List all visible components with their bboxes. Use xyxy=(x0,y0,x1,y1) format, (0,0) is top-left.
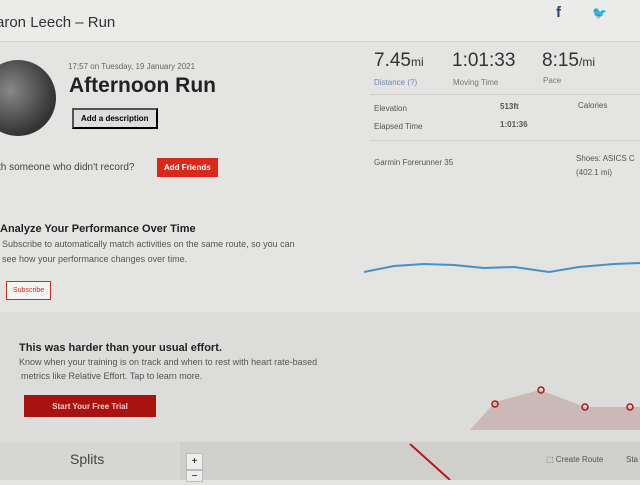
elevation-label: Elevation xyxy=(374,104,407,113)
add-description-button[interactable]: Add a description xyxy=(72,108,158,129)
start-free-trial-button[interactable]: Start Your Free Trial xyxy=(24,395,156,417)
create-route-button[interactable]: ⬚ Create Route xyxy=(546,455,604,464)
shoes: Shoes: ASICS C xyxy=(576,154,635,163)
avatar[interactable] xyxy=(0,60,56,136)
twitter-icon[interactable]: 🐦 xyxy=(592,6,607,20)
elapsed-value: 1:01:36 xyxy=(500,120,528,129)
effort-text: Know when your training is on track and … xyxy=(19,357,318,367)
effort-area xyxy=(470,390,640,430)
trend-line xyxy=(364,262,640,274)
pace-label: Pace xyxy=(543,76,562,85)
analyze-text: Subscribe to automatically match activit… xyxy=(2,239,295,249)
moving-time-label: Moving Time xyxy=(453,78,499,87)
effort-point xyxy=(581,403,589,411)
route-map[interactable] xyxy=(180,442,640,481)
effort-point xyxy=(537,386,545,394)
effort-text: metrics like Relative Effort. Tap to lea… xyxy=(21,371,203,381)
stat-distance: 7.45mi xyxy=(374,50,424,71)
distance-label[interactable]: Distance (?) xyxy=(374,78,418,87)
add-friends-button[interactable]: Add Friends xyxy=(157,158,218,177)
elapsed-label: Elapsed Time xyxy=(374,122,423,131)
stat-pace: 8:15/mi xyxy=(542,50,595,71)
splits-heading: Splits xyxy=(70,451,105,467)
divider xyxy=(370,140,640,141)
page-title: aron Leech – Run xyxy=(0,14,116,31)
relative-effort-chart xyxy=(470,386,640,430)
facebook-icon[interactable]: f xyxy=(556,4,561,21)
subscribe-button[interactable]: Subscribe xyxy=(6,281,52,300)
device: Garmin Forerunner 35 xyxy=(374,158,454,167)
activity-datetime: 17:57 on Tuesday, 19 January 2021 xyxy=(68,62,196,71)
zoom-out-button[interactable]: − xyxy=(186,470,203,482)
analyze-text: see how your performance changes over ti… xyxy=(2,254,188,264)
shoes-distance: (402.1 mi) xyxy=(576,168,613,177)
analyze-title: Analyze Your Performance Over Time xyxy=(0,223,196,235)
effort-point xyxy=(491,400,499,408)
activity-name: Afternoon Run xyxy=(69,74,216,97)
calories-label: Calories xyxy=(578,101,608,110)
zoom-in-button[interactable]: + xyxy=(186,453,203,470)
map-option-button[interactable]: Sta xyxy=(626,455,639,464)
route-icon: ⬚ xyxy=(546,455,556,464)
elevation-value: 513ft xyxy=(500,102,519,111)
effort-point xyxy=(626,403,634,411)
divider xyxy=(370,94,640,95)
header xyxy=(0,0,640,42)
stat-moving-time: 1:01:33 xyxy=(452,50,516,71)
performance-trend-chart xyxy=(364,262,640,274)
effort-title: This was harder than your usual effort. xyxy=(19,342,222,354)
with-someone-text: th someone who didn't record? xyxy=(0,162,135,173)
